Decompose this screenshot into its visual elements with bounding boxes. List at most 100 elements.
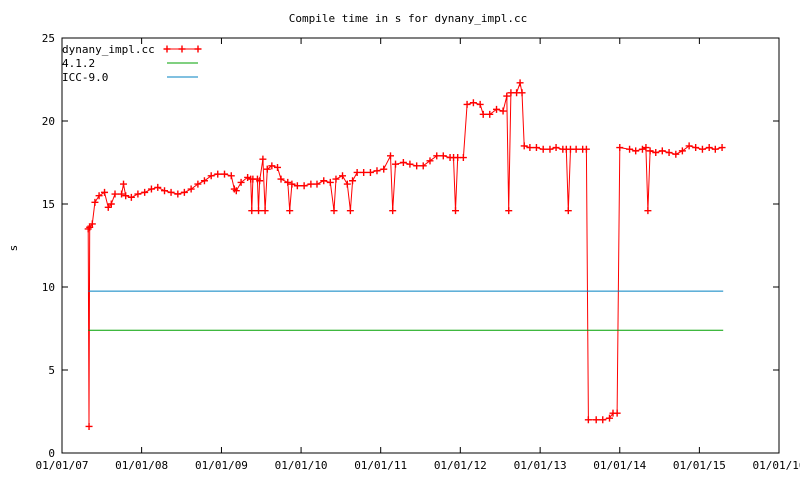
data-point — [392, 160, 400, 168]
data-point — [678, 147, 686, 155]
data-point — [613, 409, 621, 417]
data-point — [439, 152, 447, 160]
data-point — [141, 188, 149, 196]
legend-marker — [194, 45, 202, 53]
data-point — [459, 154, 467, 162]
data-point — [91, 198, 99, 206]
data-point — [705, 144, 713, 152]
data-point — [187, 185, 195, 193]
x-tick-label: 01/01/16 — [753, 459, 800, 472]
data-point — [167, 188, 175, 196]
data-point — [546, 145, 554, 153]
data-point — [330, 207, 338, 215]
data-point — [413, 162, 421, 170]
data-point — [214, 170, 222, 178]
data-point — [174, 190, 182, 198]
data-point — [564, 207, 572, 215]
data-point — [526, 144, 534, 152]
data-point — [463, 100, 471, 108]
data-point — [255, 207, 263, 215]
data-point — [373, 167, 381, 175]
data-point — [632, 147, 640, 155]
data-point — [268, 162, 276, 170]
data-point — [672, 150, 680, 158]
data-point — [147, 185, 155, 193]
x-tick-label: 01/01/15 — [673, 459, 726, 472]
data-point — [479, 110, 487, 118]
data-point — [161, 187, 169, 195]
data-point — [284, 178, 292, 186]
data-point — [332, 175, 340, 183]
y-tick-label: 5 — [48, 364, 55, 377]
data-point — [658, 147, 666, 155]
x-tick-label: 01/01/11 — [354, 459, 407, 472]
data-point — [518, 89, 526, 97]
data-point — [353, 168, 361, 176]
data-point — [606, 414, 614, 422]
series-1 — [84, 79, 726, 430]
y-axis-label: s — [7, 245, 20, 252]
data-point — [552, 144, 560, 152]
data-point — [313, 180, 321, 188]
data-point — [88, 220, 96, 228]
data-point — [389, 207, 397, 215]
data-point — [101, 188, 109, 196]
x-tick-label: 01/01/08 — [115, 459, 168, 472]
y-tick-label: 15 — [42, 198, 55, 211]
data-point — [221, 170, 229, 178]
data-point — [232, 187, 240, 195]
data-point — [652, 149, 660, 157]
data-point — [646, 147, 654, 155]
data-point — [120, 180, 128, 188]
data-point — [406, 160, 414, 168]
chart-title: Compile time in s for dynany_impl.cc — [289, 12, 527, 25]
data-point — [419, 162, 427, 170]
data-point — [380, 165, 388, 173]
data-point — [387, 152, 395, 160]
data-point — [399, 159, 407, 166]
series-line — [87, 80, 723, 427]
data-point — [237, 178, 245, 186]
data-point — [626, 145, 634, 153]
legend-entry-label: 4.1.2 — [62, 57, 95, 70]
data-point — [698, 145, 706, 153]
data-point — [339, 172, 347, 180]
data-point — [118, 190, 126, 198]
data-point — [288, 180, 296, 188]
data-point — [692, 144, 700, 152]
data-point — [638, 145, 646, 153]
data-point — [711, 145, 719, 153]
data-point — [349, 177, 357, 185]
data-point — [256, 177, 264, 185]
data-point — [286, 207, 294, 215]
y-tick-label: 10 — [42, 281, 55, 294]
data-point — [293, 182, 301, 190]
y-tick-label: 20 — [42, 115, 55, 128]
x-tick-label: 01/01/09 — [195, 459, 248, 472]
data-point — [122, 192, 130, 200]
y-tick-label: 0 — [48, 447, 55, 460]
data-point — [516, 79, 524, 87]
data-point — [486, 110, 494, 118]
data-point — [499, 107, 507, 115]
data-point — [300, 182, 308, 190]
plot-frame — [61, 37, 780, 454]
data-point — [532, 144, 540, 152]
data-point — [127, 193, 135, 201]
data-point — [584, 416, 592, 424]
data-point — [180, 188, 188, 196]
data-point — [274, 163, 282, 171]
data-point — [476, 100, 484, 108]
data-point — [452, 207, 460, 215]
data-point — [107, 200, 115, 208]
data-point — [592, 416, 600, 424]
data-point — [469, 99, 477, 107]
data-point — [539, 145, 547, 153]
x-tick-label: 01/01/07 — [36, 459, 89, 472]
legend-marker — [163, 45, 171, 53]
series-layer — [84, 79, 726, 430]
y-tick-label: 25 — [42, 32, 55, 45]
data-point — [505, 207, 513, 215]
